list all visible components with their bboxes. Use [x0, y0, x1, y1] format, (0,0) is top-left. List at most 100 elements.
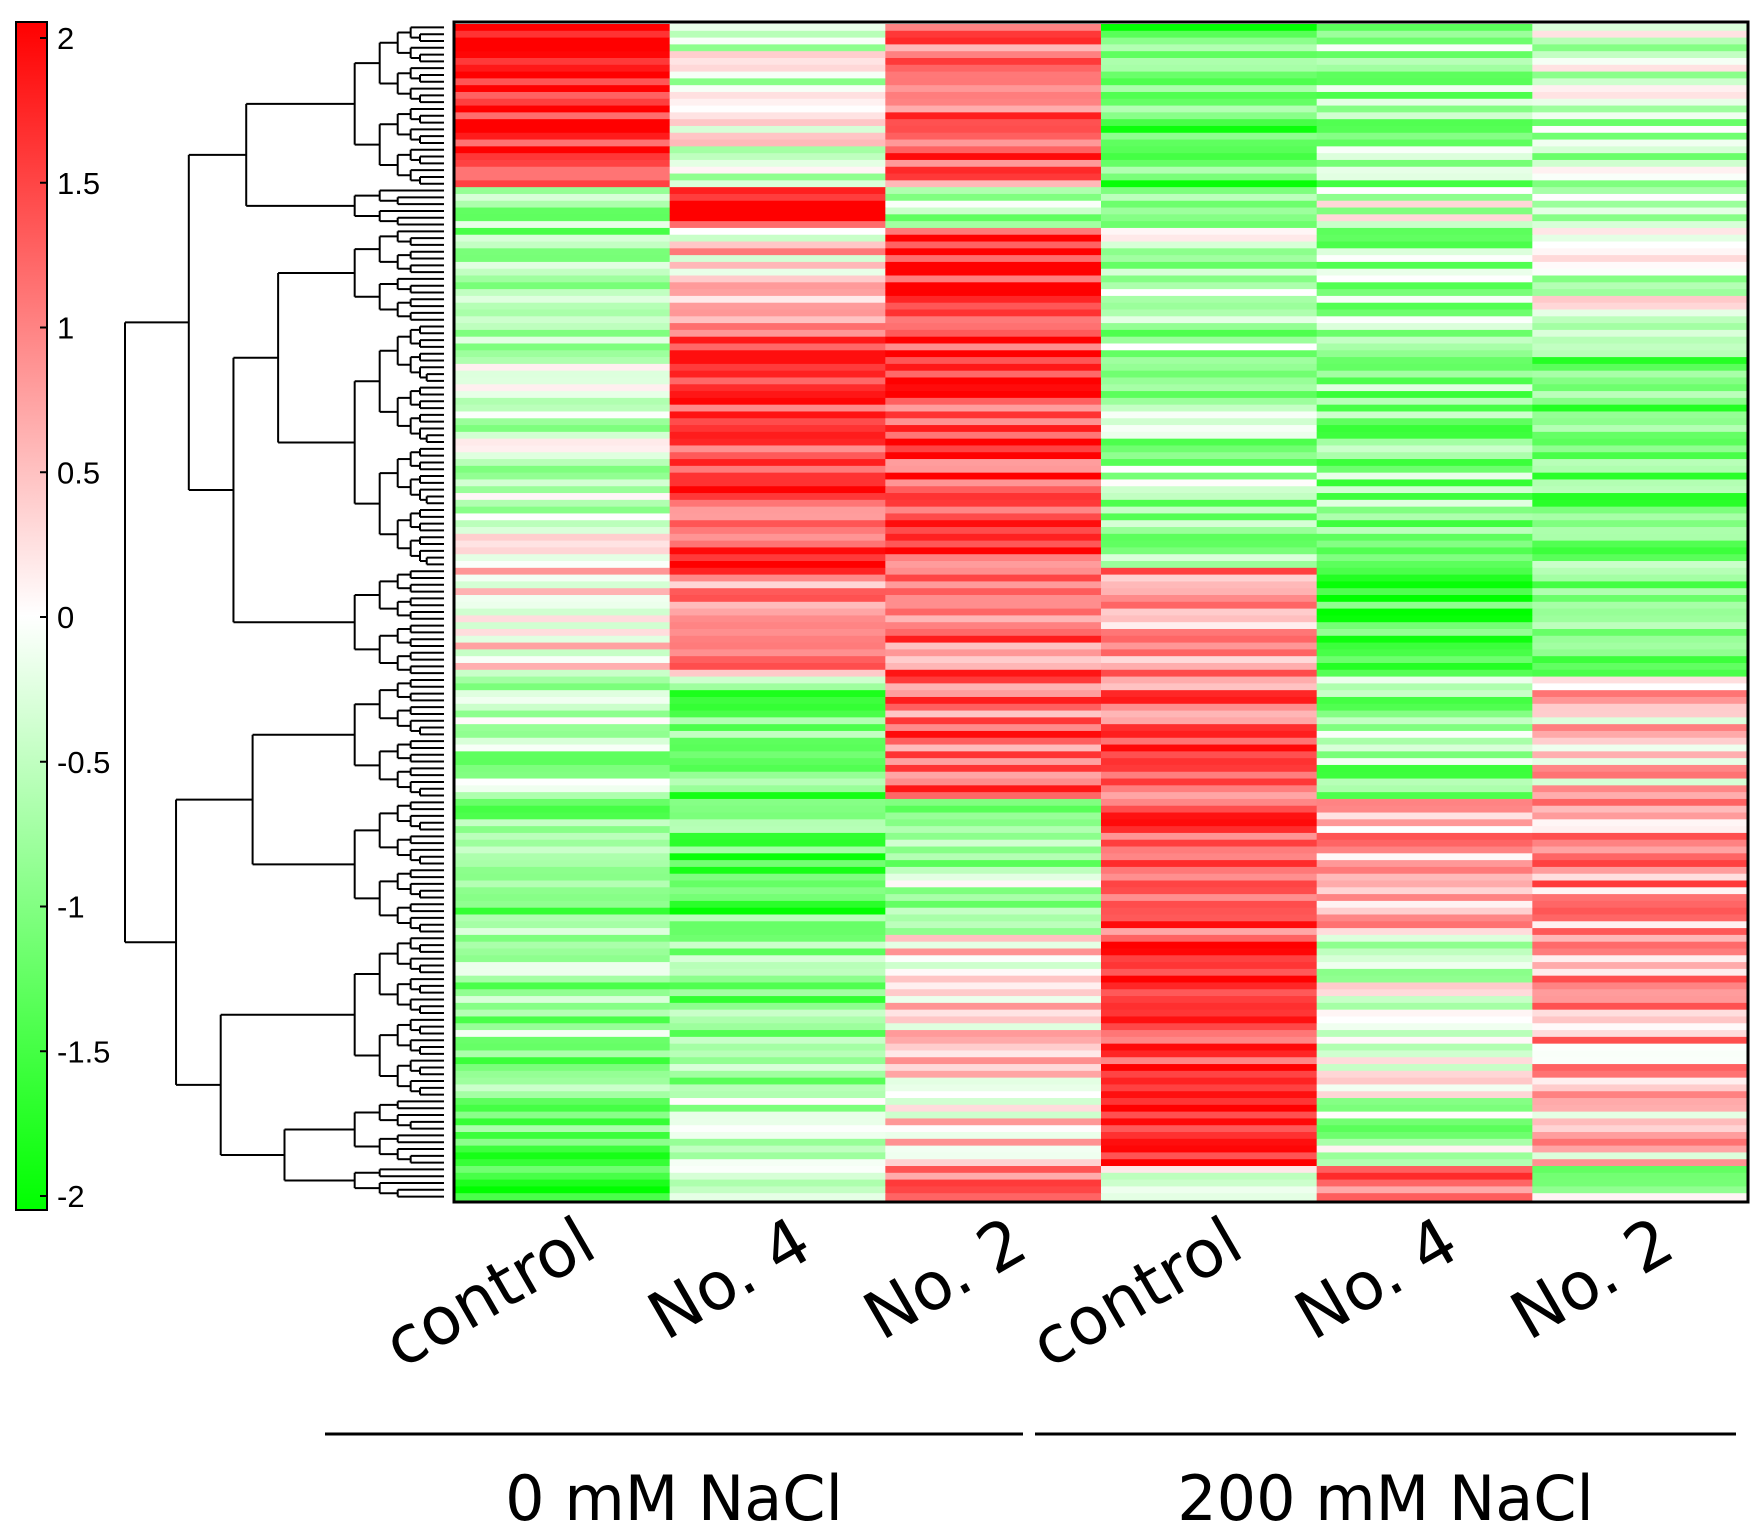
heatmap-cell	[1101, 574, 1318, 583]
heatmap-cell	[454, 866, 671, 875]
heatmap-cell	[454, 438, 671, 447]
heatmap-cell	[1532, 683, 1749, 691]
heatmap-cell	[1532, 662, 1749, 671]
heatmap-cell	[885, 1009, 1102, 1018]
heatmap-cell	[885, 282, 1102, 290]
heatmap-cell	[669, 1002, 886, 1011]
heatmap-cell	[1532, 275, 1749, 283]
heatmap-cell	[454, 132, 671, 141]
heatmap-cell	[885, 1186, 1102, 1194]
heatmap-cell	[669, 975, 886, 984]
heatmap-cell	[885, 1138, 1102, 1147]
heatmap-cell	[669, 357, 886, 365]
heatmap-cell	[1532, 384, 1749, 392]
heatmap-cell	[1316, 248, 1533, 256]
heatmap-cell	[885, 635, 1102, 644]
heatmap-cell	[454, 404, 671, 413]
heatmap-cell	[885, 656, 1102, 664]
heatmap-cell	[454, 1016, 671, 1024]
heatmap-cell	[1101, 1104, 1318, 1113]
heatmap-cell	[1101, 921, 1318, 929]
heatmap-cell	[885, 275, 1102, 283]
heatmap-cell	[1101, 64, 1318, 73]
heatmap-cell	[1532, 540, 1749, 549]
heatmap-cell	[885, 51, 1102, 59]
heatmap-cell	[1532, 690, 1749, 698]
heatmap-cell	[669, 798, 886, 807]
heatmap-cell	[1101, 805, 1318, 814]
heatmap-cell	[1316, 370, 1533, 379]
heatmap-cell	[1101, 71, 1318, 79]
heatmap-cell	[885, 880, 1102, 888]
heatmap-cell	[885, 316, 1102, 324]
heatmap-cell	[1101, 411, 1318, 419]
heatmap-cell	[1532, 656, 1749, 664]
heatmap-cell	[1532, 159, 1749, 168]
heatmap-cell	[1316, 724, 1533, 732]
heatmap-cell	[885, 751, 1102, 759]
heatmap-cell	[669, 934, 886, 943]
heatmap-cell	[454, 805, 671, 814]
heatmap-cell	[1532, 91, 1749, 100]
heatmap-cell	[885, 146, 1102, 154]
heatmap-cell	[669, 193, 886, 202]
heatmap-cell	[669, 1009, 886, 1018]
heatmap-cell	[1316, 696, 1533, 705]
heatmap-cell	[885, 758, 1102, 766]
heatmap-cell	[454, 785, 671, 793]
heatmap-cell	[454, 207, 671, 215]
heatmap-cell	[1316, 282, 1533, 290]
heatmap-cell	[1316, 1152, 1533, 1160]
heatmap-cell	[1101, 812, 1318, 820]
heatmap-cell	[454, 30, 671, 39]
heatmap-cell	[885, 166, 1102, 175]
heatmap-cell	[669, 51, 886, 59]
heatmap-cell	[1532, 574, 1749, 583]
heatmap-cell	[1316, 703, 1533, 712]
heatmap-cell	[1101, 527, 1318, 535]
heatmap-cell	[1101, 628, 1318, 637]
heatmap-cell	[454, 1111, 671, 1120]
heatmap-cell	[1316, 357, 1533, 365]
heatmap-cell	[454, 1159, 671, 1167]
heatmap-cell	[1101, 363, 1318, 372]
heatmap-cell	[1101, 465, 1318, 474]
heatmap-cell	[885, 1036, 1102, 1045]
heatmap-cell	[885, 574, 1102, 583]
heatmap-cell	[885, 1152, 1102, 1160]
heatmap-cell	[669, 567, 886, 576]
heatmap-cell	[1316, 1159, 1533, 1167]
heatmap-cell	[669, 785, 886, 793]
heatmap-cell	[669, 91, 886, 100]
heatmap-cell	[885, 1057, 1102, 1065]
heatmap-cell	[454, 357, 671, 365]
heatmap-cell	[1101, 316, 1318, 324]
heatmap-cell	[885, 105, 1102, 113]
heatmap-cell	[885, 227, 1102, 236]
heatmap-cell	[1532, 200, 1749, 209]
heatmap-cell	[1532, 771, 1749, 780]
heatmap-cell	[454, 85, 671, 93]
heatmap-cell	[669, 404, 886, 413]
heatmap-cell	[1532, 948, 1749, 956]
heatmap-cell	[669, 601, 886, 610]
heatmap-cell	[669, 669, 886, 678]
heatmap-cell	[669, 1070, 886, 1079]
heatmap-cell	[669, 574, 886, 583]
heatmap-cell	[1532, 187, 1749, 195]
heatmap-cell	[1101, 724, 1318, 732]
heatmap-cell	[1101, 159, 1318, 168]
heatmap-cell	[1532, 778, 1749, 786]
heatmap-cell	[1532, 193, 1749, 202]
heatmap-cell	[1101, 44, 1318, 52]
heatmap-cell	[669, 914, 886, 922]
heatmap-cell	[1532, 635, 1749, 644]
heatmap-cell	[885, 1118, 1102, 1126]
heatmap-cell	[1101, 696, 1318, 705]
heatmap-cell	[1532, 472, 1749, 481]
heatmap-cell	[454, 472, 671, 481]
heatmap-cell	[1101, 91, 1318, 100]
heatmap-cell	[454, 635, 671, 644]
heatmap-cell	[454, 1186, 671, 1194]
heatmap-cell	[454, 717, 671, 725]
